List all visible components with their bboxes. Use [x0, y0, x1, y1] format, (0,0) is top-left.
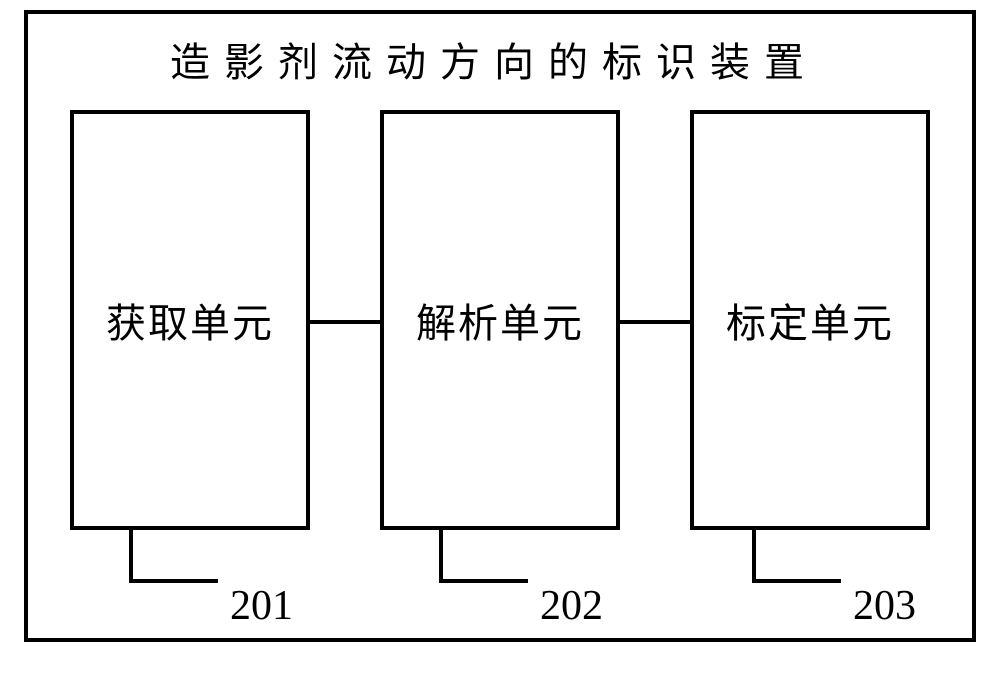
- ref-number-202: 202: [540, 582, 603, 630]
- ref-number-203: 203: [853, 582, 916, 630]
- leader-203: [0, 0, 1000, 677]
- ref-number-201: 201: [230, 582, 293, 630]
